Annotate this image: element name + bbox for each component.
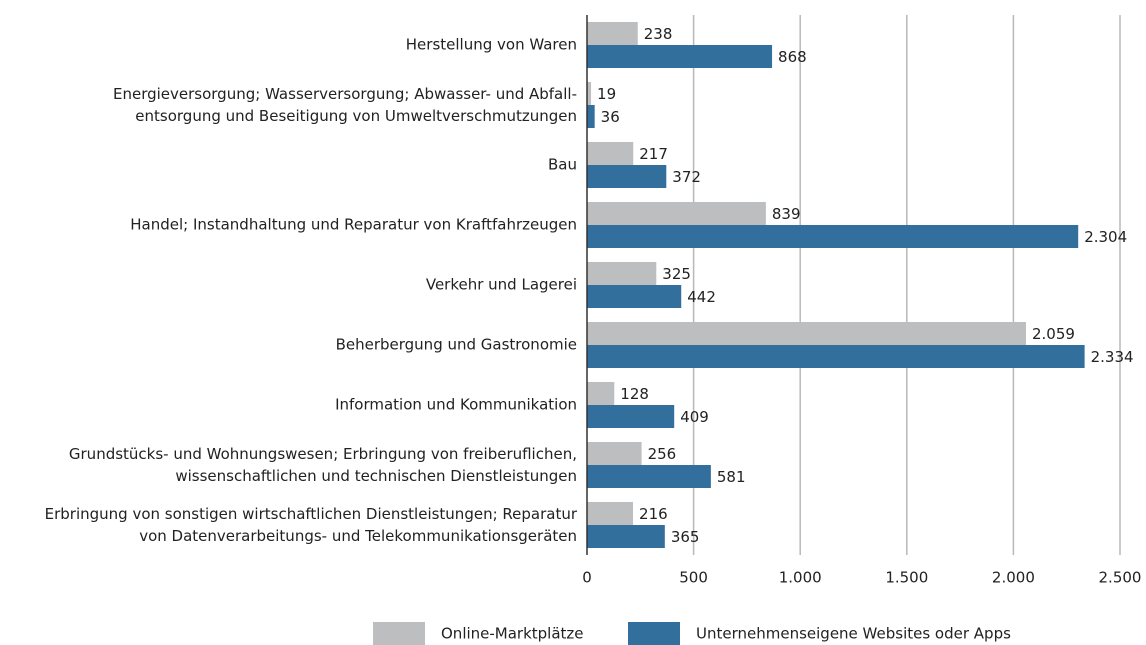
value-label: 238 [644, 25, 673, 43]
x-tick-label: 500 [679, 569, 708, 587]
value-label: 372 [672, 168, 701, 186]
legend-swatch [628, 622, 680, 645]
bar [587, 165, 667, 188]
value-label: 217 [639, 145, 668, 163]
legend-label: Unternehmenseigene Websites oder Apps [696, 625, 1011, 643]
bar [587, 45, 773, 68]
bar [587, 345, 1085, 368]
bar [587, 142, 634, 165]
value-label: 216 [639, 505, 668, 523]
x-tick-label: 2.000 [992, 569, 1035, 587]
bar [587, 525, 665, 548]
legend-label: Online-Marktplätze [441, 625, 584, 643]
category-label: Grundstücks- und Wohnungswesen; Erbringu… [69, 445, 577, 485]
bar [587, 225, 1079, 248]
category-label: Information und Kommunikation [335, 396, 577, 414]
value-label: 839 [772, 205, 801, 223]
value-label: 325 [662, 265, 691, 283]
value-label: 36 [601, 108, 620, 126]
bar [587, 285, 682, 308]
x-tick-label: 2.500 [1099, 569, 1142, 587]
value-label: 409 [680, 408, 709, 426]
bar [587, 442, 642, 465]
value-label: 2.059 [1032, 325, 1075, 343]
bar [587, 82, 592, 105]
value-label: 2.304 [1084, 228, 1127, 246]
bar [587, 405, 675, 428]
bar [587, 502, 634, 525]
bar [587, 322, 1026, 345]
x-tick-label: 1.500 [885, 569, 928, 587]
value-label: 868 [778, 48, 807, 66]
category-label: Beherbergung und Gastronomie [336, 336, 577, 354]
bar [587, 105, 595, 128]
category-label: Erbringung von sonstigen wirtschaftliche… [45, 505, 578, 545]
bar [587, 22, 638, 45]
category-label: Bau [548, 156, 577, 174]
bar [587, 465, 711, 488]
category-label: Handel; Instandhaltung und Reparatur von… [130, 216, 577, 234]
value-label: 365 [671, 528, 700, 546]
category-label: Verkehr und Lagerei [426, 276, 577, 294]
value-label: 581 [717, 468, 746, 486]
legend-swatch [373, 622, 425, 645]
bar [587, 262, 657, 285]
value-label: 442 [687, 288, 716, 306]
category-label: Energieversorgung; Wasserversorgung; Abw… [113, 85, 577, 125]
value-label: 2.334 [1091, 348, 1134, 366]
value-label: 128 [620, 385, 649, 403]
category-label: Herstellung von Waren [406, 36, 577, 54]
x-tick-label: 1.000 [779, 569, 822, 587]
bar [587, 202, 766, 225]
bar [587, 382, 615, 405]
value-label: 256 [648, 445, 677, 463]
value-label: 19 [597, 85, 616, 103]
x-tick-label: 0 [582, 569, 592, 587]
